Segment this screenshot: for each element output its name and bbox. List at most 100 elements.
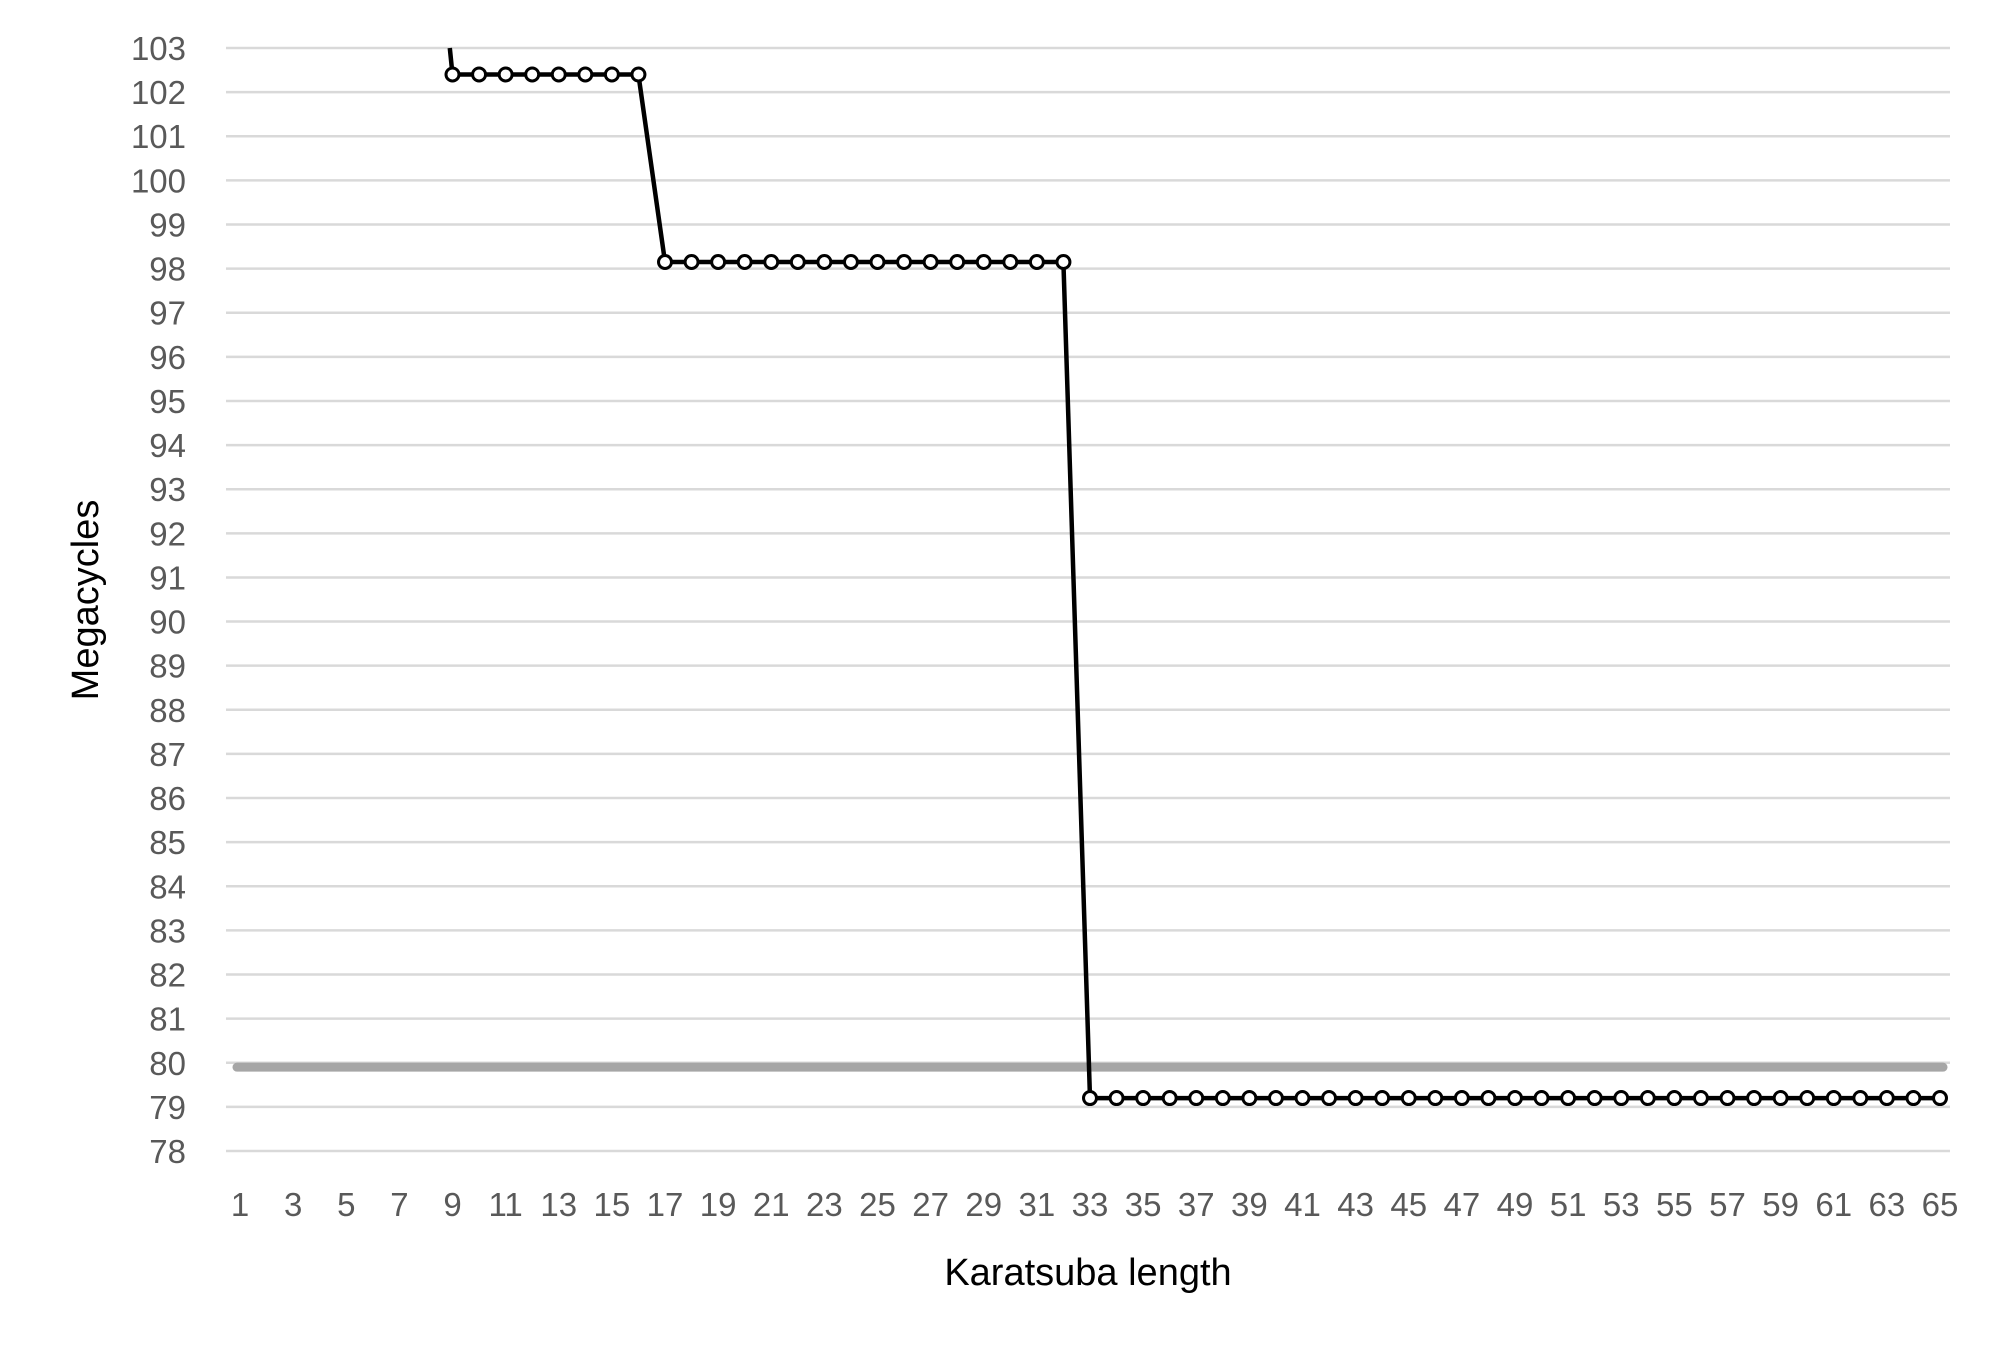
y-tick-label: 90 [149,604,186,641]
data-point [1321,1090,1338,1107]
y-tick-label: 96 [149,339,186,376]
x-tick-label: 53 [1603,1186,1640,1223]
y-tick-label: 91 [149,559,186,596]
y-tick-label: 87 [149,736,186,773]
data-point [444,66,461,83]
data-point [471,66,488,83]
data-point [497,66,514,83]
y-tick-label: 78 [149,1133,186,1170]
data-point [1719,1090,1736,1107]
x-tick-label: 19 [700,1186,737,1223]
data-point [869,253,886,270]
x-tick-label: 51 [1550,1186,1587,1223]
x-tick-label: 39 [1231,1186,1268,1223]
data-point [1746,1090,1763,1107]
x-tick-label: 45 [1390,1186,1427,1223]
data-point [1852,1090,1869,1107]
x-tick-label: 13 [540,1186,577,1223]
x-tick-labels: 1 3 5 7 9 11 13 15 17 19 21 23 25 27 29 31 33 35 37 39 41 43 4… [231,1186,1959,1223]
data-point [922,253,939,270]
x-tick-label: 27 [912,1186,949,1223]
x-tick-label: 41 [1284,1186,1321,1223]
data-point [1586,1090,1603,1107]
data-point [683,253,700,270]
data-point [630,66,647,83]
y-tick-label: 84 [149,868,186,905]
data-point [1692,1090,1709,1107]
x-tick-label: 31 [1019,1186,1056,1223]
data-point [577,66,594,83]
data-point [1294,1090,1311,1107]
y-tick-label: 99 [149,206,186,243]
y-tick-labels: 78 79 80 81 82 83 84 85 86 87 88 89 90 91 92 93 94 95 96 97… [131,30,186,1170]
data-point [949,253,966,270]
x-tick-label: 29 [965,1186,1002,1223]
data-point [816,253,833,270]
data-point [1374,1090,1391,1107]
y-tick-label: 103 [131,30,186,67]
x-tick-label: 33 [1072,1186,1109,1223]
y-tick-label: 97 [149,295,186,332]
x-tick-label: 37 [1178,1186,1215,1223]
x-tick-label: 11 [488,1186,522,1223]
x-tick-label: 15 [594,1186,631,1223]
data-point [603,66,620,83]
x-tick-label: 7 [390,1186,408,1223]
x-tick-label: 43 [1337,1186,1374,1223]
gridlines [226,46,1950,1153]
series-line [447,47,1940,1101]
y-tick-label: 93 [149,471,186,508]
data-point [1825,1090,1842,1107]
data-point [736,253,753,270]
y-tick-label: 88 [149,692,186,729]
data-point [1507,1090,1523,1107]
series [232,47,1948,1107]
y-tick-label: 81 [149,1001,186,1038]
y-tick-label: 83 [149,912,186,949]
data-point [1161,1090,1178,1107]
x-tick-label: 63 [1869,1186,1906,1223]
data-point [1241,1090,1258,1107]
y-tick-label: 102 [131,74,186,111]
data-point [789,253,806,270]
data-point [710,253,727,270]
x-tick-label: 57 [1709,1186,1746,1223]
data-point [1666,1090,1683,1107]
x-tick-label: 25 [859,1186,896,1223]
x-tick-label: 65 [1922,1186,1959,1223]
x-tick-label: 1 [231,1186,249,1223]
data-point [1453,1090,1470,1107]
y-tick-label: 101 [131,118,186,155]
x-tick-label: 49 [1497,1186,1534,1223]
x-tick-label: 21 [753,1186,790,1223]
y-tick-label: 92 [149,515,186,552]
data-point [524,66,541,83]
y-tick-label: 89 [149,648,186,685]
x-tick-label: 3 [284,1186,302,1223]
data-point [657,253,673,270]
data-point [1905,1090,1922,1107]
y-tick-label: 79 [149,1089,186,1126]
y-tick-label: 94 [149,427,186,464]
y-tick-label: 95 [149,383,186,420]
x-tick-label: 47 [1444,1186,1481,1223]
y-tick-label: 85 [149,824,186,861]
x-tick-label: 35 [1125,1186,1162,1223]
data-point [763,253,780,270]
data-point [1932,1090,1948,1107]
data-point [975,253,992,270]
data-point [1772,1090,1789,1107]
x-tick-label: 9 [443,1186,461,1223]
x-tick-label: 23 [806,1186,843,1223]
data-point [1613,1090,1630,1107]
data-point [1427,1090,1444,1107]
data-point [1082,1090,1098,1107]
x-tick-label: 17 [647,1186,684,1223]
y-tick-label: 80 [149,1045,186,1082]
data-point [1878,1090,1895,1107]
data-point [1347,1090,1364,1107]
y-axis-title: Megacycles [65,500,107,701]
data-point [1214,1090,1231,1107]
data-point [550,66,567,83]
